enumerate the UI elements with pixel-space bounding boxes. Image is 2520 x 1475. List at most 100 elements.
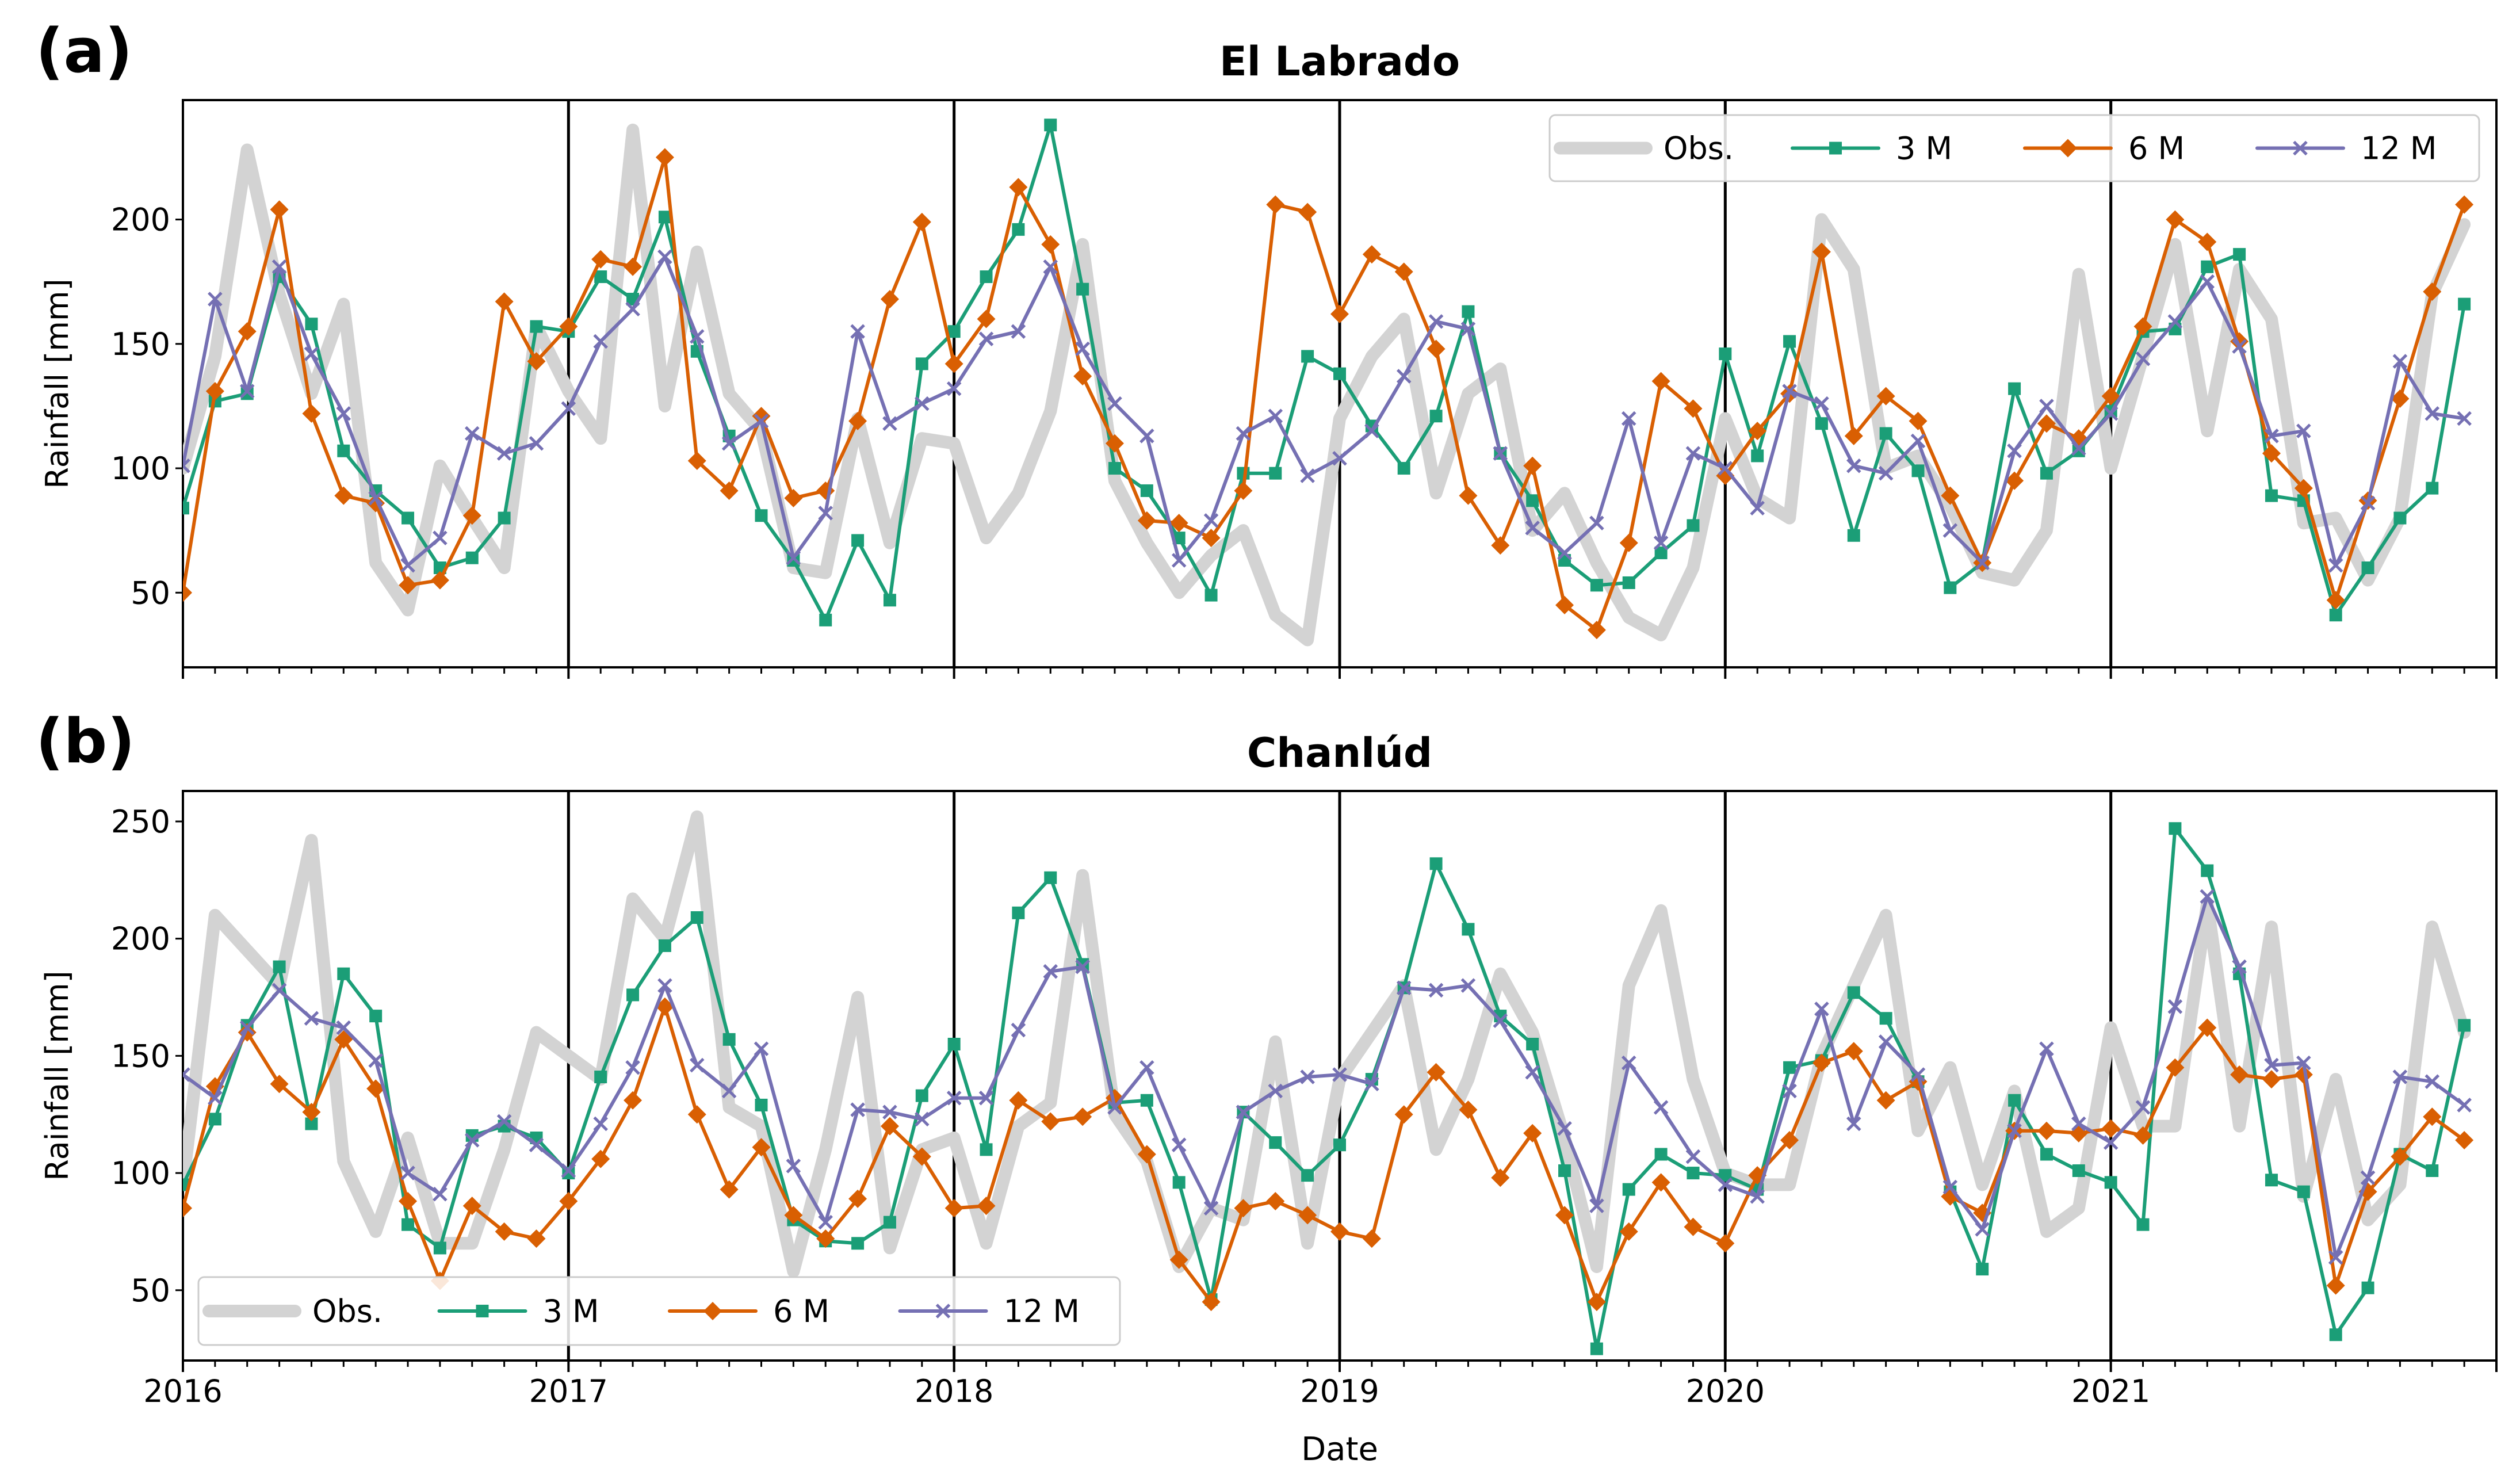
data-point	[2232, 339, 2247, 354]
data-point	[1202, 1293, 1221, 1312]
data-point	[2361, 1281, 2374, 1294]
data-point	[2329, 609, 2342, 622]
data-point	[205, 381, 224, 400]
year-separators	[567, 100, 2113, 667]
data-point	[1396, 369, 1412, 384]
legend-marker	[935, 1304, 951, 1319]
data-point	[784, 1206, 803, 1225]
data-point	[2329, 1328, 2342, 1342]
data-point	[946, 1090, 962, 1106]
data-point	[399, 576, 418, 595]
y-axis: 50 100 150 200	[111, 202, 183, 611]
data-point	[625, 301, 640, 317]
data-point	[2037, 414, 2056, 433]
legend-item-6-m: 6 M	[2023, 131, 2185, 167]
data-point	[1621, 1055, 1636, 1071]
data-point	[1814, 396, 1829, 411]
panel-chanlud: (b) Chanlúd Rainfall [mm] 50 100 150 200 250…	[36, 706, 2498, 1409]
data-point	[1719, 1169, 1732, 1182]
data-point	[1397, 462, 1410, 475]
data-point	[1073, 367, 1092, 386]
data-point	[1171, 553, 1187, 568]
series-obs	[183, 123, 2471, 647]
data-point	[183, 1178, 189, 1191]
data-point	[559, 1191, 578, 1210]
data-point	[400, 1166, 415, 1180]
data-point	[2426, 1164, 2439, 1177]
x-axis: 2016 2017 2018 2019 2020 2021	[143, 1361, 2498, 1409]
data-point	[1269, 467, 1282, 480]
data-point	[183, 1199, 192, 1218]
data-point	[2391, 1147, 2410, 1166]
data-point	[559, 317, 578, 336]
data-point	[1557, 545, 1572, 560]
data-point	[1975, 1222, 1990, 1237]
data-point	[530, 320, 543, 333]
data-point	[977, 309, 996, 328]
data-point	[1555, 595, 1574, 614]
data-point	[2294, 1065, 2313, 1084]
data-point	[687, 1105, 706, 1124]
data-point	[1364, 423, 1379, 438]
data-point	[786, 1159, 801, 1174]
data-point	[2166, 210, 2185, 229]
data-point	[946, 381, 962, 396]
data-point	[655, 148, 674, 167]
data-point	[1975, 555, 1990, 571]
data-point	[2426, 482, 2439, 495]
data-point	[1909, 411, 1928, 430]
data-point	[2296, 423, 2311, 438]
data-point	[2457, 411, 2472, 426]
legend: Obs. 3 M 6 M 12 M	[197, 1276, 1121, 1346]
data-point	[1427, 1063, 1446, 1082]
data-point	[1202, 529, 1221, 548]
data-point	[1462, 923, 1475, 936]
data-point	[238, 322, 257, 341]
data-point	[1814, 1002, 1829, 1017]
data-point	[786, 550, 801, 565]
legend: Obs. 3 M 6 M 12 M	[1548, 114, 2480, 182]
data-point	[2008, 1094, 2021, 1107]
data-point	[624, 257, 643, 276]
data-point	[183, 1067, 190, 1082]
data-point	[305, 318, 318, 331]
data-point	[1332, 1067, 1347, 1082]
legend-item-12-m: 12 M	[2255, 131, 2437, 167]
data-point	[239, 1020, 255, 1035]
data-point	[690, 1057, 705, 1073]
data-point	[1684, 399, 1703, 418]
data-point	[1301, 1169, 1314, 1182]
legend-label: 12 M	[1004, 1293, 1080, 1329]
data-point	[912, 1147, 931, 1166]
data-point	[720, 1180, 739, 1199]
data-point	[1493, 1013, 1508, 1029]
data-point	[1493, 446, 1508, 461]
data-point	[1653, 536, 1669, 551]
data-point	[270, 1075, 289, 1094]
data-point	[1876, 387, 1895, 406]
data-point	[2101, 387, 2120, 406]
y-tick-label: 150	[111, 326, 170, 362]
data-point	[1268, 408, 1283, 423]
legend-label: 12 M	[2361, 131, 2437, 167]
data-point	[366, 1079, 385, 1098]
y-tick-label: 50	[131, 575, 170, 611]
data-point	[593, 1116, 608, 1132]
data-point	[1687, 1167, 1700, 1180]
data-point	[1878, 465, 1894, 481]
data-point	[1685, 1149, 1701, 1164]
data-point	[2265, 489, 2278, 502]
data-point	[880, 1117, 899, 1136]
data-point	[2262, 444, 2281, 463]
data-point	[2328, 1249, 2343, 1265]
data-point	[2133, 317, 2152, 336]
data-point	[2326, 1276, 2345, 1295]
data-point	[1751, 449, 1764, 463]
data-point	[1108, 462, 1121, 475]
data-point	[368, 491, 383, 506]
panel-title: Chanlúd	[1247, 729, 1432, 777]
data-point	[2198, 1018, 2217, 1037]
data-point	[1012, 223, 1025, 236]
data-point	[755, 1098, 768, 1111]
data-point	[2326, 591, 2345, 610]
